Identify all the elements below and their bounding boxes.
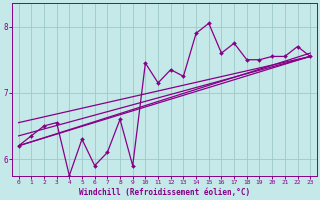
X-axis label: Windchill (Refroidissement éolien,°C): Windchill (Refroidissement éolien,°C) (79, 188, 250, 197)
